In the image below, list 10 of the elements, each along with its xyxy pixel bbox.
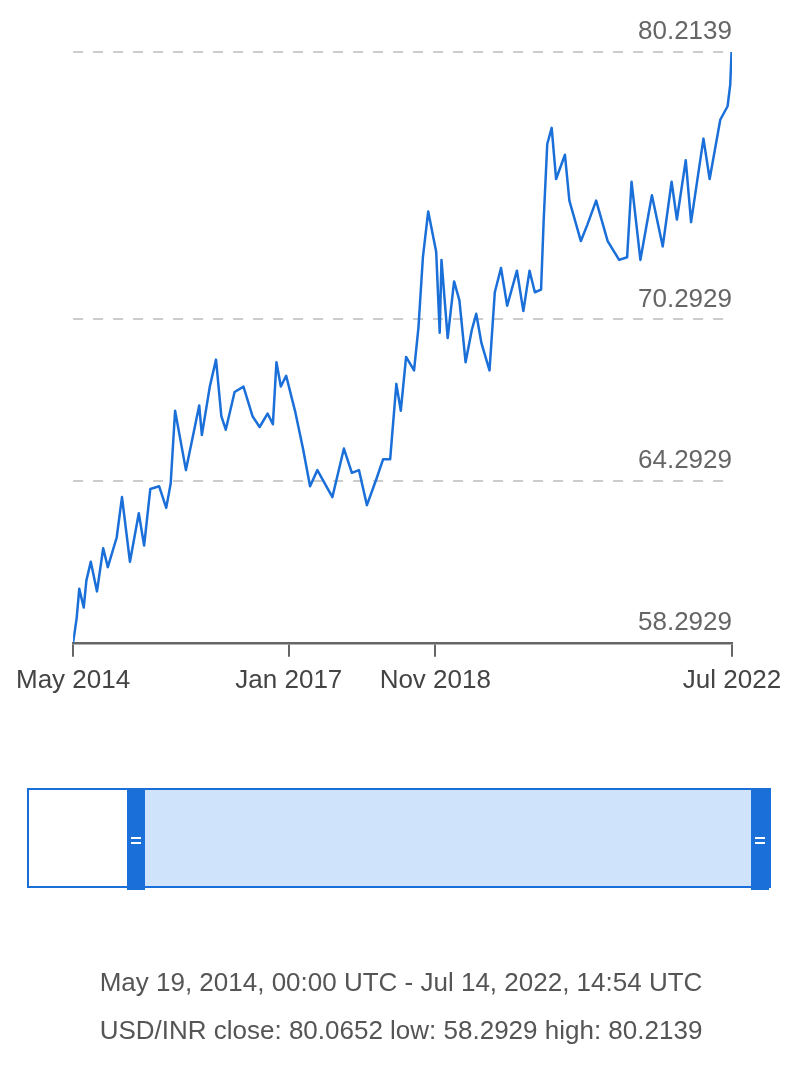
x-tick-label: Jul 2022	[682, 663, 782, 694]
y-tick-label: 80.2139	[638, 15, 732, 46]
x-tick-label: Nov 2018	[379, 663, 491, 694]
x-tick-label: May 2014	[16, 663, 131, 694]
text: May 19, 2014, 00:00 UTC - Jul 14, 2022, 14:54 UTC	[98, 966, 704, 999]
y-tick-label: 70.2929	[638, 282, 732, 313]
y-tick-label: 64.2929	[638, 444, 732, 475]
text: USD/INR close: 80.0652 low: 58.2929 high: 80.2139	[98, 1014, 704, 1047]
x-tick-label: Jan 2017	[235, 663, 343, 694]
y-tick-label: 58.2929	[638, 605, 732, 636]
